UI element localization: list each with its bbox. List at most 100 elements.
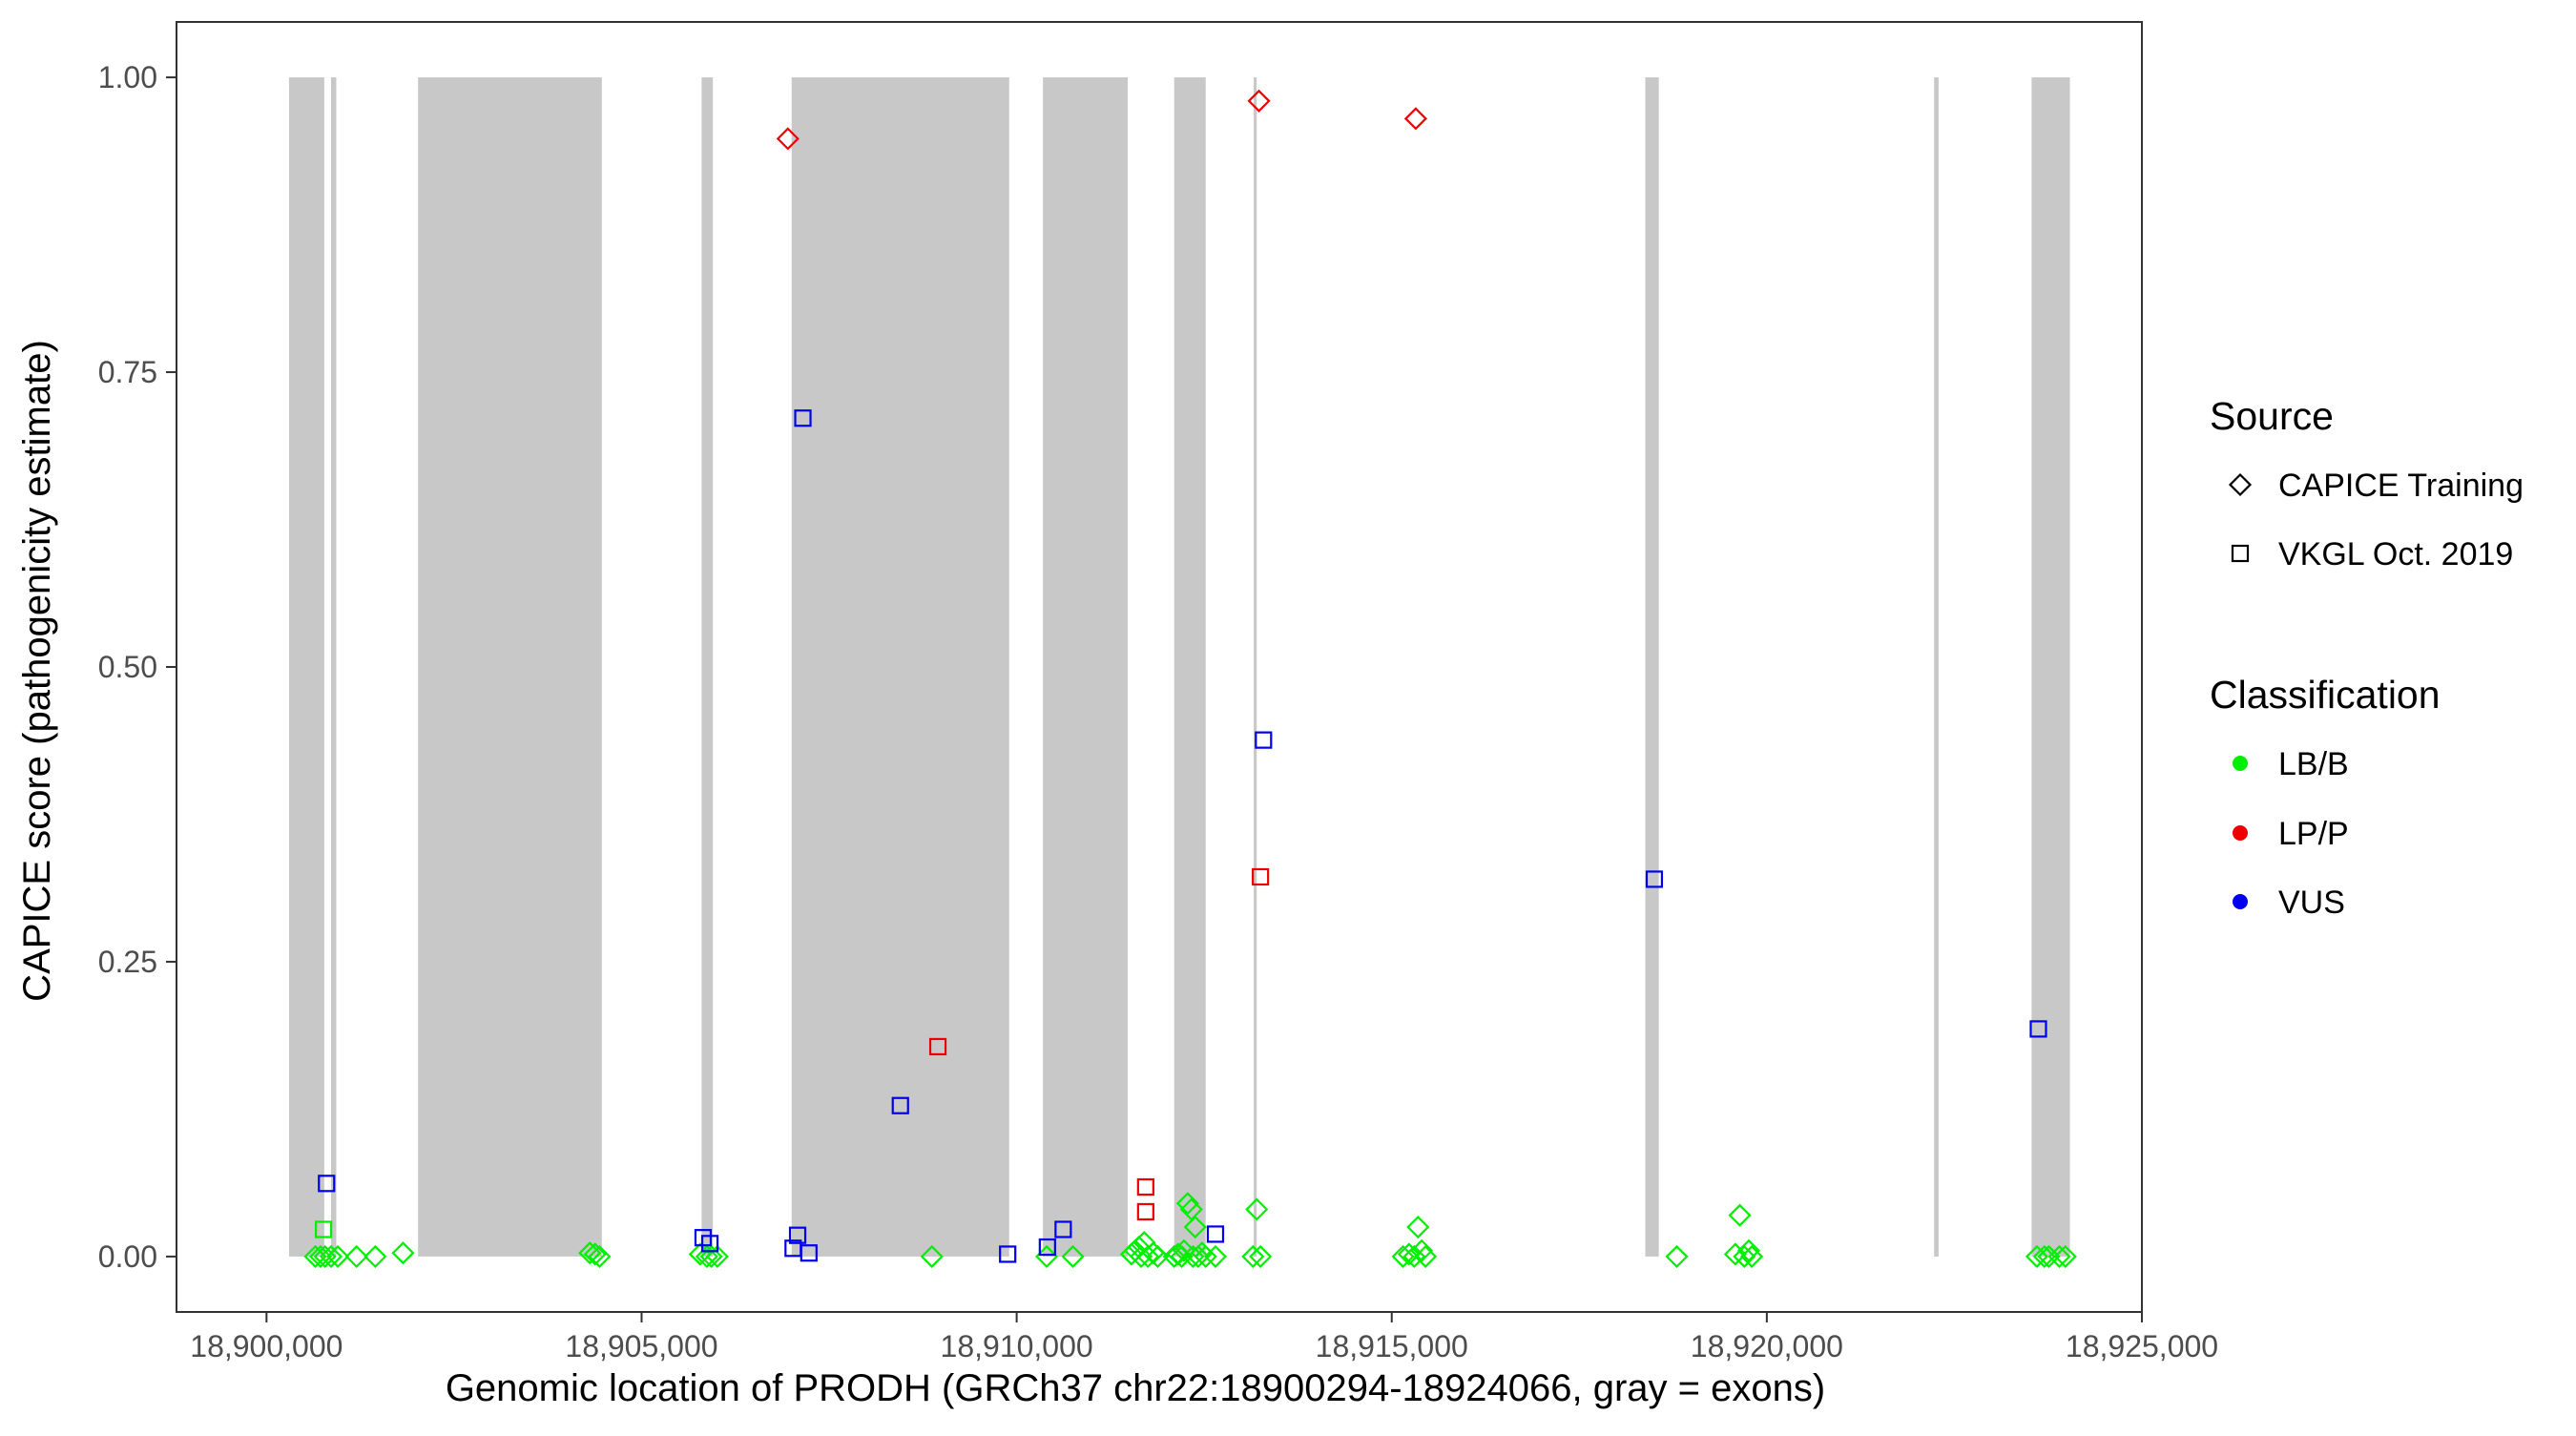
data-point	[2053, 1244, 2077, 1268]
legend-label: VUS	[2278, 884, 2345, 921]
y-axis: 0.00 0.25 0.50 0.75 1.00	[98, 60, 177, 1274]
data-point	[1733, 1244, 1756, 1268]
legend: Source Classification CAPICE Training VKG…	[2210, 394, 2524, 921]
x-tick-label: 18,900,000	[190, 1329, 343, 1363]
y-tick-label: 0.50	[98, 650, 157, 684]
data-point	[1255, 731, 1273, 749]
y-tick-label: 0.00	[98, 1239, 157, 1274]
data-point	[1736, 1238, 1761, 1262]
exon-band	[791, 77, 1009, 1257]
exon-band	[1174, 77, 1206, 1257]
data-point	[588, 1244, 612, 1268]
legend-label: VKGL Oct. 2019	[2278, 536, 2513, 572]
data-point	[344, 1244, 368, 1268]
data-point	[1728, 1203, 1752, 1227]
data-point	[1410, 1238, 1434, 1262]
exon-band	[701, 77, 714, 1257]
data-point	[1054, 1220, 1072, 1238]
exon-band	[418, 77, 602, 1257]
data-point	[583, 1242, 607, 1266]
data-point	[1247, 89, 1271, 113]
data-points	[303, 89, 2077, 1268]
x-tick-label: 18,905,000	[565, 1329, 717, 1363]
data-point	[1203, 1244, 1228, 1268]
data-point	[1136, 1177, 1154, 1197]
data-point	[1645, 870, 1664, 888]
legend-item-classification: VUS	[2233, 884, 2345, 921]
legend-key-diamond	[2228, 472, 2253, 497]
data-point	[1136, 1202, 1154, 1221]
legend-item-source: VKGL Oct. 2019	[2231, 536, 2513, 572]
data-point	[1252, 867, 1270, 886]
data-point	[1740, 1244, 1764, 1268]
data-point	[1130, 1244, 1153, 1268]
exon-band	[288, 77, 324, 1257]
data-point	[1136, 1244, 1160, 1268]
data-point	[364, 1244, 387, 1268]
data-point	[920, 1244, 944, 1268]
data-point	[999, 1245, 1017, 1263]
data-point	[1061, 1244, 1085, 1268]
x-axis: 18,900,000 18,905,000 18,910,000 18,915,000…	[190, 1312, 2218, 1363]
legend-key-square	[2231, 544, 2250, 563]
data-point	[1406, 1215, 1430, 1239]
data-point	[1183, 1215, 1207, 1239]
data-point	[1038, 1238, 1056, 1257]
legend-key-dot	[2233, 894, 2248, 909]
legend-title-classification: Classification	[2210, 673, 2441, 717]
legend-item-source: CAPICE Training	[2228, 468, 2524, 504]
x-tick-label: 18,910,000	[941, 1329, 1093, 1363]
data-point	[1146, 1244, 1170, 1268]
exon-band	[330, 77, 337, 1257]
data-point	[788, 1226, 807, 1244]
data-point	[1402, 1244, 1426, 1268]
data-point	[1403, 107, 1427, 131]
x-tick-label: 18,925,000	[2066, 1329, 2218, 1363]
data-point	[1397, 1242, 1421, 1266]
data-point	[1414, 1244, 1438, 1268]
data-point	[1245, 1197, 1269, 1221]
data-point	[2029, 1020, 2047, 1038]
data-point	[776, 127, 800, 151]
data-point	[303, 1244, 327, 1268]
y-tick-label: 0.25	[98, 945, 157, 979]
data-point	[391, 1241, 415, 1265]
legend-item-classification: LP/P	[2233, 816, 2349, 852]
exon-band	[1645, 77, 1659, 1257]
data-point	[325, 1244, 350, 1268]
y-tick-label: 0.75	[98, 355, 157, 389]
exon-band	[2031, 77, 2070, 1257]
data-point	[700, 1235, 719, 1253]
y-axis-title: CAPICE score (pathogenicity estimate)	[16, 340, 58, 1002]
exon-band	[1043, 77, 1128, 1257]
data-point	[1391, 1244, 1415, 1268]
legend-item-classification: LB/B	[2233, 746, 2349, 782]
legend-key-dot	[2233, 756, 2248, 771]
data-point	[1172, 1238, 1196, 1262]
legend-source-items: CAPICE Training VKGL Oct. 2019	[2228, 468, 2524, 572]
data-point	[2037, 1244, 2061, 1268]
legend-label: CAPICE Training	[2278, 468, 2524, 504]
data-point	[1194, 1244, 1217, 1268]
y-tick-label: 1.00	[98, 60, 157, 94]
x-tick-label: 18,920,000	[1691, 1329, 1843, 1363]
exon-bands	[288, 77, 2070, 1257]
exon-band	[1254, 77, 1257, 1257]
x-tick-label: 18,915,000	[1316, 1329, 1468, 1363]
legend-title-source: Source	[2210, 394, 2334, 438]
data-point	[695, 1244, 718, 1268]
x-axis-title: Genomic location of PRODH (GRCh37 chr22:…	[446, 1367, 1825, 1409]
legend-key-dot	[2233, 825, 2248, 841]
data-point	[891, 1096, 909, 1114]
data-point	[705, 1244, 729, 1268]
data-point	[318, 1175, 336, 1193]
data-point	[1723, 1242, 1747, 1266]
data-point	[794, 409, 812, 427]
data-point	[315, 1220, 333, 1238]
data-point	[1206, 1225, 1225, 1243]
data-point	[1249, 1244, 1273, 1268]
data-point	[2032, 1244, 2056, 1268]
